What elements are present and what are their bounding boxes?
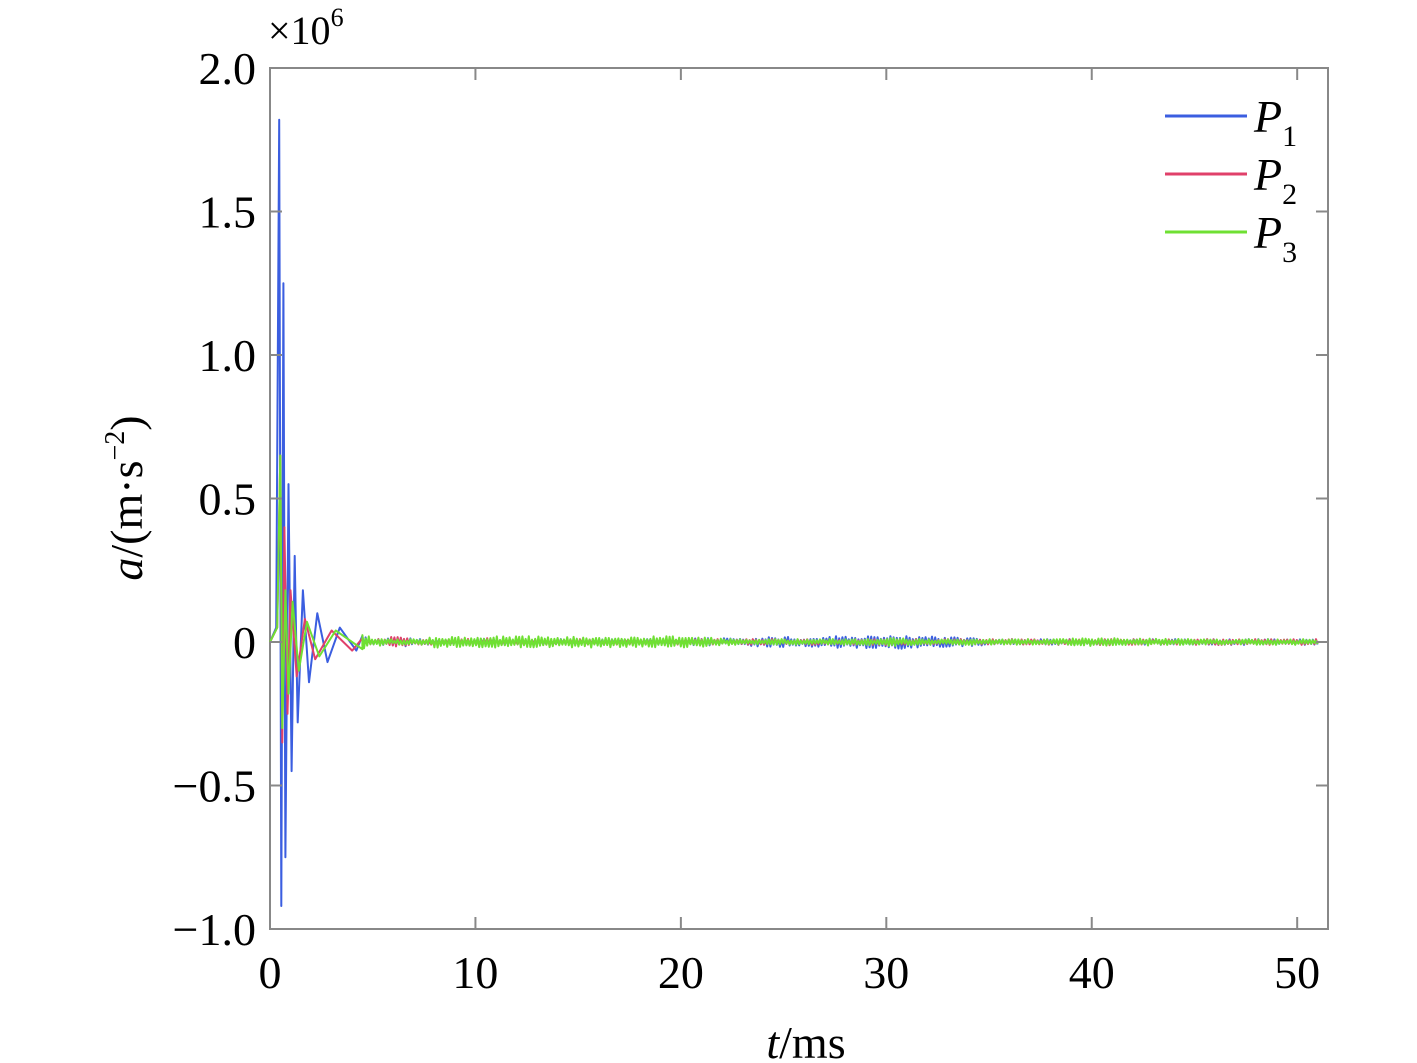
series-line-p3: [269, 454, 1319, 730]
x-tick-label: 30: [863, 947, 909, 998]
y-tick-label: −0.5: [173, 761, 256, 812]
y-tick-label: 0.5: [199, 474, 257, 525]
x-axis-unit: /ms: [779, 1017, 845, 1063]
legend-label-p1: P1: [1253, 91, 1297, 153]
y-tick-label: 1.0: [199, 330, 257, 381]
legend-label-p2: P2: [1253, 149, 1297, 211]
y-axis-var: a: [101, 558, 152, 581]
x-tick-label: 50: [1274, 947, 1320, 998]
y-tick-label: 1.5: [199, 187, 257, 238]
x-tick-label: 10: [452, 947, 498, 998]
legend-label-p2-sub: 2: [1282, 178, 1297, 211]
legend-label-p3: P3: [1253, 207, 1297, 269]
series-line-p2: [269, 454, 1319, 744]
y-multiplier-base: ×10: [268, 8, 331, 53]
legend-label-p3-name: P: [1253, 207, 1282, 258]
x-tick-label: 20: [658, 947, 704, 998]
y-tick-label: 2.0: [199, 43, 257, 94]
axis-ticks: 0 10 20 30 40 50 −1.0 −0.5 0 0.5 1.0 1.5 2.0: [173, 43, 1328, 998]
y-multiplier: ×106: [268, 3, 344, 53]
y-axis-unit: /(m·s: [101, 461, 152, 558]
x-axis-label: t/ms: [766, 1017, 845, 1063]
x-tick-label: 40: [1069, 947, 1115, 998]
series-traces: [269, 118, 1319, 907]
y-multiplier-exp: 6: [331, 3, 344, 32]
legend: P1 P2 P3: [1165, 91, 1297, 269]
legend-label-p3-sub: 3: [1282, 236, 1297, 269]
y-axis-unit-close: ): [101, 415, 152, 430]
y-axis-label: a/(m·s−2): [100, 415, 152, 580]
y-tick-label: −1.0: [173, 904, 256, 955]
x-axis-var: t: [766, 1017, 780, 1063]
y-axis-unit-sup: −2: [100, 431, 131, 461]
legend-label-p2-name: P: [1253, 149, 1282, 200]
x-tick-label: 0: [259, 947, 282, 998]
series-line-p1: [269, 118, 1319, 907]
legend-label-p1-name: P: [1253, 91, 1282, 142]
plot-frame: [269, 67, 1329, 930]
y-tick-label: 0: [233, 617, 256, 668]
legend-label-p1-sub: 1: [1282, 120, 1297, 153]
